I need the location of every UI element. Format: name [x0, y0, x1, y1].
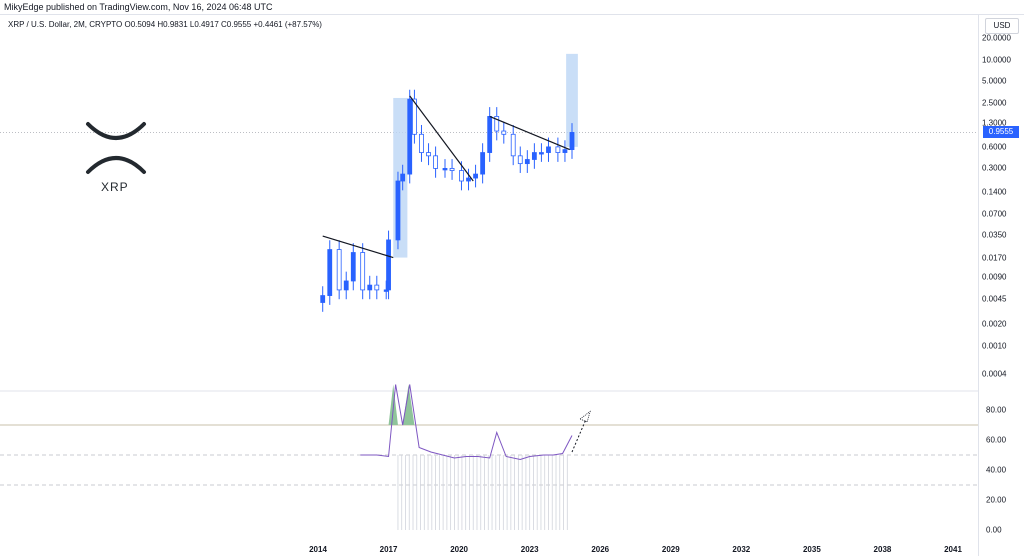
- price-tick-label: 0.3000: [982, 163, 1007, 173]
- time-tick-label: 2038: [873, 545, 892, 554]
- candle-body: [360, 252, 366, 291]
- currency-selector[interactable]: USD: [985, 18, 1019, 34]
- price-tick-label: 5.0000: [982, 76, 1007, 86]
- trendline-3: [489, 115, 570, 151]
- candle-body: [501, 130, 507, 135]
- candle-body: [367, 284, 373, 291]
- candle-body: [343, 280, 349, 291]
- price-tick-label: 0.6000: [982, 142, 1007, 152]
- rsi-tick-label: 40.00: [986, 465, 1007, 475]
- xrp-logo-text: XRP: [101, 180, 129, 194]
- candle-body: [555, 146, 561, 153]
- time-tick-label: 2020: [450, 545, 469, 554]
- candle-body: [449, 168, 455, 171]
- publisher-header: MikyEdge published on TradingView.com, N…: [0, 0, 1024, 15]
- candle-body: [480, 152, 486, 175]
- time-tick-label: 2023: [520, 545, 539, 554]
- candle-body: [459, 170, 464, 182]
- publisher-text: MikyEdge published on TradingView.com, N…: [4, 2, 273, 12]
- price-tick-label: 2.5000: [982, 98, 1007, 108]
- rsi-tick-label: 80.00: [986, 405, 1007, 415]
- candle-body: [517, 155, 523, 165]
- current-price-tag: 0.9555: [983, 126, 1019, 139]
- candle-body: [320, 295, 326, 303]
- candle-body: [400, 173, 406, 182]
- rsi-tick-label: 20.00: [986, 495, 1007, 505]
- price-tick-label: 0.0020: [982, 319, 1007, 329]
- candle-body: [419, 133, 424, 153]
- candle-body: [562, 149, 568, 153]
- candle-body: [386, 239, 391, 291]
- rsi-projection-arrow: [571, 418, 587, 453]
- price-tick-label: 0.0045: [982, 294, 1007, 304]
- candle-body: [546, 146, 551, 153]
- price-tick-label: 0.0004: [982, 369, 1007, 379]
- rsi-tick-label: 0.00: [986, 525, 1002, 535]
- candle-body: [442, 168, 448, 171]
- candle-body: [494, 116, 500, 132]
- price-tick-label: 0.0700: [982, 209, 1007, 219]
- price-tick-label: 0.1400: [982, 187, 1007, 197]
- time-tick-label: 2017: [379, 545, 398, 554]
- rsi-overbought-fill: [402, 384, 415, 425]
- candle-body: [531, 152, 537, 160]
- time-tick-label: 2041: [944, 545, 962, 554]
- candle-body: [466, 177, 471, 182]
- time-tick-label: 2014: [309, 545, 327, 554]
- price-axis-border: [978, 14, 979, 556]
- candle-body: [524, 159, 530, 165]
- time-tick-label: 2029: [661, 545, 680, 554]
- price-tick-label: 1.3000: [982, 118, 1007, 128]
- time-tick-label: 2035: [802, 545, 821, 554]
- highlight-projection: [566, 53, 578, 147]
- candle-body: [336, 249, 342, 291]
- time-tick-label: 2026: [591, 545, 610, 554]
- candle-body: [395, 180, 401, 241]
- rsi-tick-label: 60.00: [986, 435, 1007, 445]
- price-tick-label: 0.0090: [982, 272, 1007, 282]
- price-tick-label: 0.0170: [982, 253, 1007, 263]
- arrow-head-icon: [579, 410, 591, 423]
- trendline-2: [409, 95, 474, 182]
- candle-body: [374, 284, 380, 291]
- candle-body: [412, 98, 417, 135]
- time-tick-label: 2032: [732, 545, 751, 554]
- candle-body: [510, 133, 516, 157]
- rsi-line: [360, 384, 573, 461]
- candle-body: [350, 252, 356, 282]
- candle-body: [569, 132, 575, 150]
- candle-body: [407, 98, 413, 175]
- price-tick-label: 10.0000: [982, 55, 1011, 65]
- candle-body: [327, 249, 333, 296]
- price-tick-label: 0.0350: [982, 230, 1007, 240]
- candle-body: [539, 152, 544, 155]
- xrp-logo-icon: [86, 122, 146, 174]
- symbol-info: XRP / U.S. Dollar, 2M, CRYPTO O0.5094 H0…: [8, 20, 322, 29]
- candle-body: [426, 152, 431, 157]
- price-tick-label: 0.0010: [982, 341, 1007, 351]
- candle-body: [487, 116, 493, 153]
- trendline-1: [322, 235, 394, 259]
- price-tick-label: 20.0000: [982, 33, 1011, 43]
- candle-body: [433, 155, 438, 169]
- candle-body: [473, 173, 478, 179]
